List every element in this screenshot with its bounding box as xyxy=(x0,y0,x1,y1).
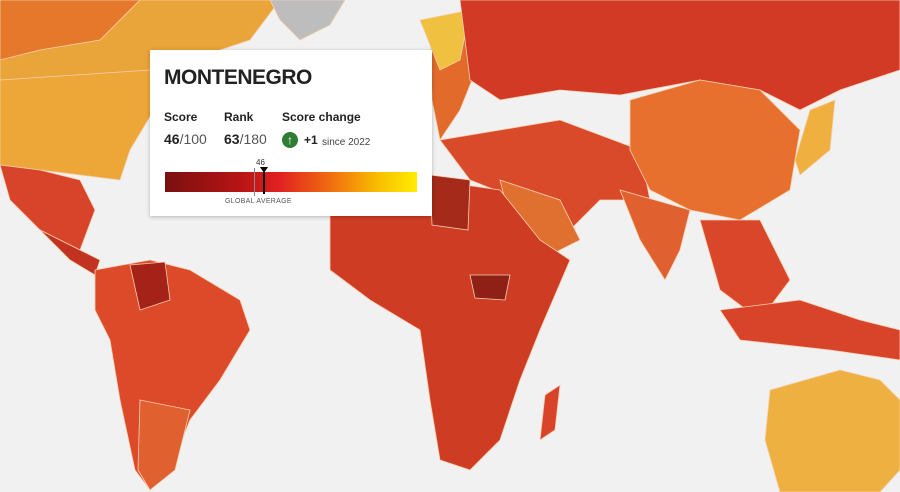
rank-label: Rank xyxy=(224,110,254,124)
change-value: +1 xyxy=(304,133,318,147)
country-name: MONTENEGRO xyxy=(164,66,312,89)
mexico xyxy=(0,164,96,251)
japan xyxy=(794,99,836,176)
rank-block: 63/180 xyxy=(224,131,267,149)
india xyxy=(619,189,691,281)
libya xyxy=(429,174,471,231)
madagascar xyxy=(539,384,561,441)
usa xyxy=(0,69,161,181)
score-label: Score xyxy=(164,110,198,124)
global-average-label: GLOBAL AVERAGE xyxy=(225,198,292,205)
score-gradient xyxy=(165,172,417,192)
up-arrow-icon: ↑ xyxy=(282,132,298,148)
rank-value: 63 xyxy=(224,131,240,147)
indonesia xyxy=(719,299,900,361)
score-block: 46/100 xyxy=(164,131,207,149)
australia xyxy=(764,369,900,492)
scandinavia xyxy=(419,9,471,71)
argentina xyxy=(137,399,191,491)
middle-east xyxy=(439,119,651,241)
marker-label: 46 xyxy=(256,158,265,167)
venezuela xyxy=(129,261,171,311)
score-value: 46 xyxy=(164,131,180,147)
greenland xyxy=(269,0,346,41)
south-sudan xyxy=(469,274,511,301)
africa xyxy=(329,179,571,471)
central-america xyxy=(39,229,101,276)
country-tooltip: MONTENEGRO Score Rank Score change 46/10… xyxy=(150,50,432,216)
china xyxy=(629,79,801,221)
score-max: /100 xyxy=(179,131,207,147)
score-marker xyxy=(263,170,265,194)
southeast-asia xyxy=(699,219,791,321)
since-year: since 2022 xyxy=(322,137,371,148)
alaska-north xyxy=(0,0,141,61)
rank-total: /180 xyxy=(239,131,267,147)
marker-triangle xyxy=(260,167,268,173)
global-average-line xyxy=(254,168,255,196)
change-label: Score change xyxy=(282,110,361,124)
